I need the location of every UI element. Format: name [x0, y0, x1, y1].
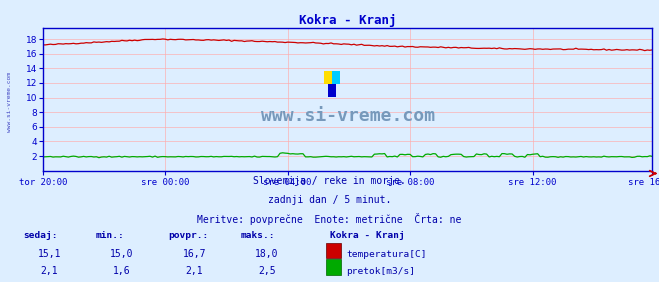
- Bar: [328, 84, 336, 96]
- Text: 2,1: 2,1: [186, 266, 203, 276]
- Text: www.si-vreme.com: www.si-vreme.com: [260, 107, 435, 125]
- Text: 2,5: 2,5: [258, 266, 275, 276]
- Text: sedaj:: sedaj:: [23, 231, 57, 240]
- Text: Slovenija / reke in morje.: Slovenija / reke in morje.: [253, 176, 406, 186]
- Text: 18,0: 18,0: [255, 249, 279, 259]
- Bar: [324, 71, 332, 84]
- Text: min.:: min.:: [96, 231, 125, 240]
- Text: zadnji dan / 5 minut.: zadnji dan / 5 minut.: [268, 195, 391, 204]
- Text: Meritve: povprečne  Enote: metrične  Črta: ne: Meritve: povprečne Enote: metrične Črta:…: [197, 213, 462, 225]
- Bar: [332, 71, 339, 84]
- Text: pretok[m3/s]: pretok[m3/s]: [346, 266, 415, 276]
- Text: 1,6: 1,6: [113, 266, 130, 276]
- Title: Kokra - Kranj: Kokra - Kranj: [299, 14, 396, 27]
- Text: www.si-vreme.com: www.si-vreme.com: [7, 72, 12, 131]
- Text: 2,1: 2,1: [41, 266, 58, 276]
- Text: 15,0: 15,0: [110, 249, 134, 259]
- Text: Kokra - Kranj: Kokra - Kranj: [330, 231, 404, 240]
- Text: povpr.:: povpr.:: [168, 231, 208, 240]
- Text: 16,7: 16,7: [183, 249, 206, 259]
- Text: temperatura[C]: temperatura[C]: [346, 250, 426, 259]
- Text: maks.:: maks.:: [241, 231, 275, 240]
- Text: 15,1: 15,1: [38, 249, 61, 259]
